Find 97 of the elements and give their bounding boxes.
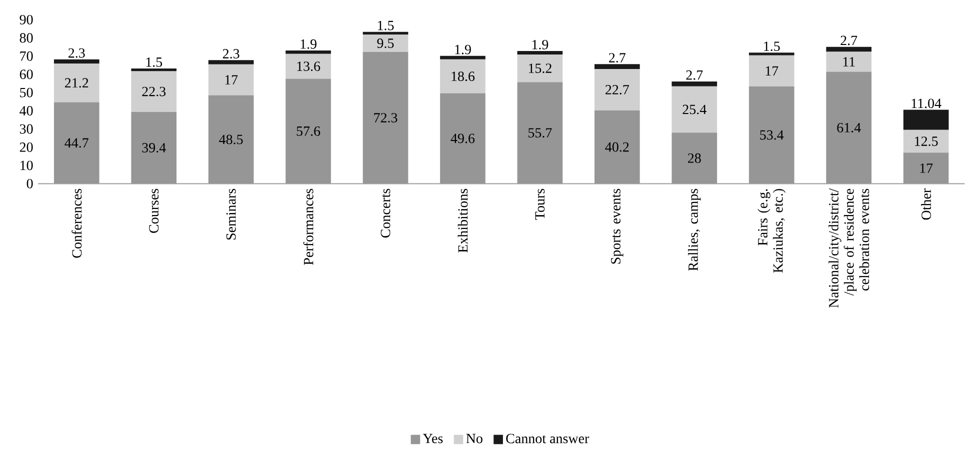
bar bbox=[54, 102, 100, 184]
data-label: 25.4 bbox=[682, 104, 706, 114]
data-label: 1.5 bbox=[146, 57, 162, 67]
data-label: 22.3 bbox=[142, 86, 166, 96]
bar bbox=[286, 78, 331, 184]
bar bbox=[672, 86, 718, 133]
data-label: 17 bbox=[766, 66, 778, 76]
x-tick-label: Concerts bbox=[380, 188, 390, 238]
bar bbox=[440, 93, 486, 184]
data-label: 53.4 bbox=[760, 130, 784, 140]
bar bbox=[826, 52, 872, 72]
data-label: 61.4 bbox=[837, 122, 861, 132]
bar bbox=[903, 130, 949, 153]
legend-label: No bbox=[466, 434, 482, 444]
y-tick-label: 80 bbox=[20, 33, 33, 43]
data-label: 9.5 bbox=[377, 38, 394, 48]
x-tick-label: Rallies, camps bbox=[688, 188, 701, 271]
data-label: 55.7 bbox=[528, 128, 552, 138]
x-tick-label: Tours bbox=[535, 188, 545, 220]
y-tick-label: 50 bbox=[20, 88, 33, 98]
bar bbox=[594, 110, 640, 184]
y-tick-label: 40 bbox=[20, 106, 33, 116]
data-label: 18.6 bbox=[452, 72, 475, 82]
bar bbox=[208, 64, 254, 96]
data-label: 2.7 bbox=[609, 53, 626, 63]
legend-label: Yes bbox=[422, 434, 443, 444]
bar bbox=[440, 59, 486, 94]
bar bbox=[903, 110, 949, 130]
bar bbox=[362, 32, 408, 35]
bar bbox=[826, 46, 872, 52]
bar bbox=[826, 72, 872, 184]
x-tick-label: Courses bbox=[149, 188, 159, 233]
data-label: 44.7 bbox=[64, 138, 88, 148]
y-tick-label: 90 bbox=[20, 14, 33, 24]
data-label: 17 bbox=[920, 164, 933, 173]
data-label: 22.7 bbox=[606, 85, 630, 94]
data-label: 2.7 bbox=[840, 36, 858, 46]
bar bbox=[594, 69, 640, 110]
bar bbox=[748, 55, 794, 86]
data-label: 72.3 bbox=[374, 113, 398, 123]
bar bbox=[208, 60, 254, 64]
x-tick-label: Performances bbox=[303, 188, 314, 265]
data-label: 39.4 bbox=[142, 143, 166, 152]
bar bbox=[517, 51, 563, 54]
data-label: 1.5 bbox=[764, 42, 780, 52]
data-label: 57.6 bbox=[296, 126, 320, 136]
bar bbox=[672, 132, 718, 184]
bar bbox=[54, 64, 100, 102]
bar bbox=[517, 82, 563, 184]
x-tick-label: Other bbox=[921, 188, 931, 220]
bar bbox=[594, 64, 640, 70]
data-label: 17 bbox=[225, 75, 238, 84]
data-label: 11 bbox=[843, 57, 855, 66]
bar bbox=[208, 95, 254, 184]
x-tick-label: Conferences bbox=[72, 188, 82, 258]
bar bbox=[54, 59, 100, 64]
bar bbox=[131, 71, 177, 112]
data-label: 11.04 bbox=[912, 98, 942, 108]
data-label: 1.9 bbox=[532, 40, 548, 50]
data-label: 21.2 bbox=[64, 78, 88, 88]
legend-label: Cannot answer bbox=[506, 434, 590, 444]
data-label: 40.2 bbox=[605, 142, 629, 152]
data-label: 2.7 bbox=[686, 70, 703, 80]
x-tick-label: Fairs (e.g. Kaziukas, etc.) bbox=[758, 188, 786, 273]
bar bbox=[286, 54, 331, 79]
data-label: 13.6 bbox=[297, 62, 320, 72]
data-label: 48.5 bbox=[219, 134, 243, 144]
y-tick-label: 0 bbox=[26, 178, 33, 188]
data-label: 1.5 bbox=[378, 20, 394, 30]
bar bbox=[131, 68, 177, 72]
bar bbox=[517, 54, 563, 82]
x-tick-label: Sports events bbox=[611, 188, 624, 264]
data-label: 12.5 bbox=[915, 136, 938, 146]
x-tick-label: National/city/district/ /place of residence celebration events bbox=[828, 188, 870, 308]
y-tick-label: 70 bbox=[20, 51, 33, 61]
data-label: 2.3 bbox=[222, 49, 240, 59]
data-label: 15.2 bbox=[528, 64, 552, 74]
bar bbox=[748, 86, 794, 184]
bar bbox=[131, 112, 177, 184]
bar bbox=[286, 50, 331, 54]
x-tick-label: Exhibitions bbox=[458, 188, 468, 253]
data-label: 2.3 bbox=[68, 48, 85, 58]
data-label: 1.9 bbox=[455, 44, 471, 54]
y-tick-label: 30 bbox=[20, 124, 33, 134]
y-tick-label: 20 bbox=[20, 142, 33, 152]
bar bbox=[440, 56, 486, 60]
data-label: 28 bbox=[688, 153, 701, 163]
data-label: 49.6 bbox=[450, 134, 475, 144]
bar bbox=[903, 152, 949, 184]
y-tick-label: 60 bbox=[20, 70, 33, 80]
x-tick-label: Seminars bbox=[226, 188, 236, 240]
data-label: 1.9 bbox=[300, 39, 316, 49]
bar bbox=[362, 34, 408, 52]
y-tick-label: 10 bbox=[20, 160, 33, 170]
bar bbox=[748, 52, 794, 56]
bar bbox=[672, 81, 718, 86]
bar bbox=[362, 52, 408, 184]
